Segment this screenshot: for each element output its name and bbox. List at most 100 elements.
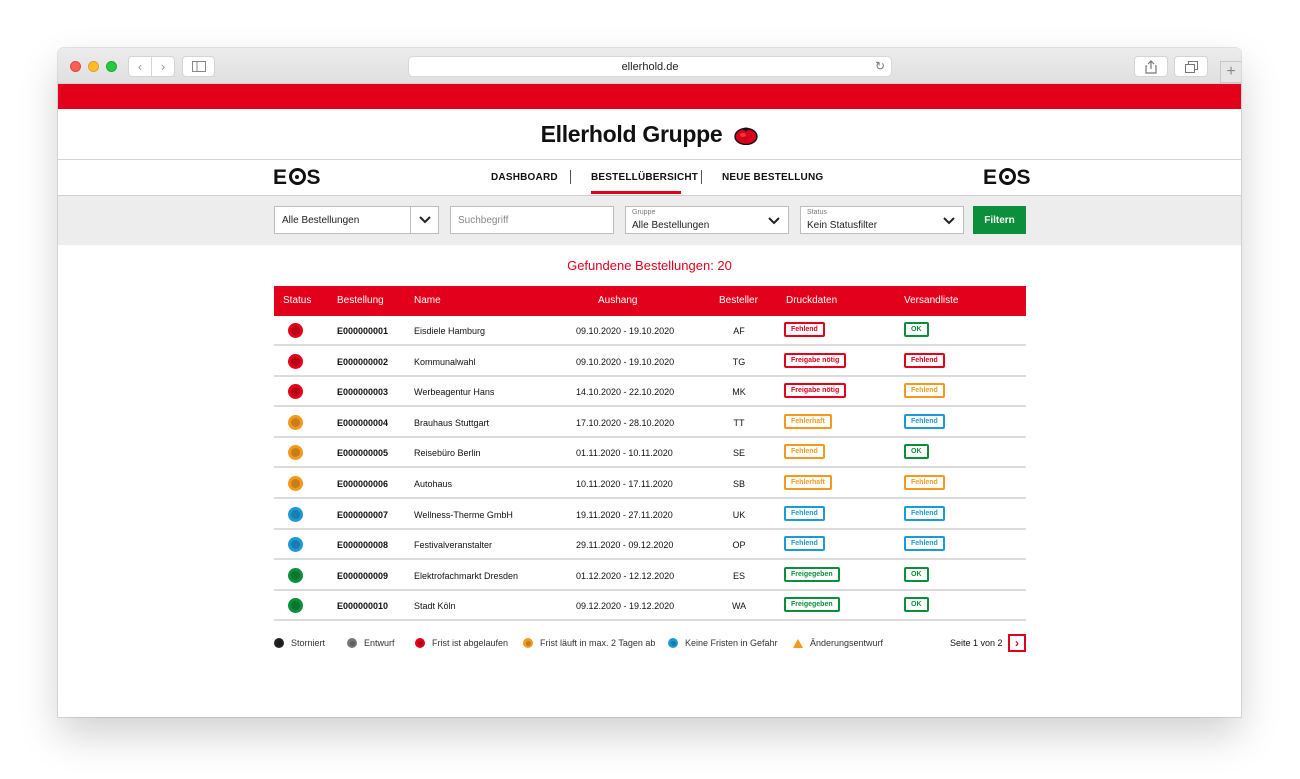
druckdaten-badge[interactable]: Fehlend <box>784 444 825 460</box>
druckdaten-badge[interactable]: Fehlerhaft <box>784 475 832 490</box>
table-row[interactable]: E000000010 Stadt Köln 09.12.2020 - 19.12.2… <box>274 591 1026 622</box>
legend-item: Keine Fristen in Gefahr <box>668 638 778 648</box>
versandliste-badge[interactable]: Fehlend <box>904 536 945 552</box>
order-number[interactable]: E000000010 <box>337 601 389 612</box>
close-window-button[interactable] <box>70 61 81 72</box>
top-accent-bar <box>58 84 1241 109</box>
forward-button[interactable]: › <box>151 56 175 77</box>
versandliste-badge[interactable]: OK <box>904 444 929 460</box>
order-besteller: MK <box>732 387 746 398</box>
brand-header: Ellerhold Gruppe <box>58 109 1241 160</box>
status-dot-icon <box>415 638 425 648</box>
table-row[interactable]: E000000008 Festivalveranstalter 29.11.2020… <box>274 530 1026 561</box>
druckdaten-badge[interactable]: Fehlend <box>784 505 825 521</box>
group-select[interactable]: Gruppe Alle Bestellungen <box>625 206 789 234</box>
column-header-besteller[interactable]: Besteller <box>719 295 758 306</box>
status-indicator-icon <box>288 506 303 522</box>
nav-divider <box>570 170 571 184</box>
next-page-button[interactable]: › <box>1008 634 1026 652</box>
table-row[interactable]: E000000003 Werbeagentur Hans 14.10.2020 - … <box>274 377 1026 408</box>
order-besteller: SB <box>732 479 745 489</box>
filter-button[interactable]: Filtern <box>973 206 1026 234</box>
table-row[interactable]: E000000005 Reisebüro Berlin 01.11.2020 - 1… <box>274 438 1026 469</box>
tabs-overview-button[interactable] <box>1174 56 1208 77</box>
table-row[interactable]: E000000007 Wellness-Therme GmbH 19.11.2020… <box>274 500 1026 530</box>
chevron-down-icon <box>943 217 955 225</box>
share-button[interactable] <box>1134 56 1168 77</box>
druckdaten-badge[interactable]: Freigegeben <box>784 566 840 582</box>
search-input[interactable]: Suchbegriff <box>450 206 614 234</box>
zoom-window-button[interactable] <box>106 61 117 72</box>
versandliste-badge[interactable]: Fehlend <box>904 475 945 490</box>
column-header-versandliste[interactable]: Versandliste <box>904 295 959 306</box>
order-besteller: ES <box>732 570 745 581</box>
versandliste-badge[interactable]: OK <box>904 597 929 613</box>
order-aushang: 09.12.2020 - 19.12.2020 <box>576 601 675 612</box>
order-number[interactable]: E000000009 <box>337 570 389 581</box>
status-select[interactable]: Status Kein Statusfilter <box>800 206 964 234</box>
order-number[interactable]: E000000003 <box>337 387 389 398</box>
druckdaten-badge[interactable]: Freigabe nötig <box>784 383 847 399</box>
versandliste-badge[interactable]: OK <box>904 566 929 582</box>
status-dot-icon <box>523 638 533 648</box>
order-number[interactable]: E000000007 <box>337 509 389 520</box>
nav-neue-bestellung[interactable]: NEUE BESTELLUNG <box>722 172 824 183</box>
legend-label: Entwurf <box>364 638 395 648</box>
chevron-right-icon: › <box>160 59 166 74</box>
order-besteller: AF <box>733 326 745 336</box>
nav-dashboard[interactable]: DASHBOARD <box>491 172 558 183</box>
column-header-druckdaten[interactable]: Druckdaten <box>786 295 838 306</box>
order-name: Werbeagentur Hans <box>414 387 495 398</box>
druckdaten-badge[interactable]: Freigegeben <box>784 597 840 613</box>
versandliste-badge[interactable]: Fehlend <box>904 413 945 429</box>
table-row[interactable]: E000000004 Brauhaus Stuttgart 17.10.2020 -… <box>274 408 1026 438</box>
status-indicator-icon <box>288 414 303 430</box>
druckdaten-badge[interactable]: Fehlend <box>784 536 825 552</box>
minimize-window-button[interactable] <box>88 61 99 72</box>
column-header-status[interactable]: Status <box>283 295 312 306</box>
order-number[interactable]: E000000004 <box>337 417 389 428</box>
new-tab-button[interactable]: + <box>1220 61 1241 83</box>
order-aushang: 29.11.2020 - 09.12.2020 <box>576 540 674 551</box>
order-aushang: 09.10.2020 - 19.10.2020 <box>576 356 675 367</box>
status-indicator-icon <box>288 567 303 583</box>
reload-icon[interactable]: ↻ <box>874 59 885 73</box>
column-header-bestellung[interactable]: Bestellung <box>337 295 384 306</box>
order-number[interactable]: E000000008 <box>337 540 389 551</box>
table-row[interactable]: E000000009 Elektrofachmarkt Dresden 01.12.… <box>274 561 1026 591</box>
table-row[interactable]: E000000001 Eisdiele Hamburg 09.10.2020 - 1… <box>274 316 1026 346</box>
column-header-name[interactable]: Name <box>414 295 441 306</box>
order-number[interactable]: E000000001 <box>337 326 389 336</box>
order-number[interactable]: E000000006 <box>337 479 389 489</box>
versandliste-badge[interactable]: Fehlend <box>904 352 945 368</box>
druckdaten-badge[interactable]: Freigabe nötig <box>784 352 847 368</box>
nav-bestelluebersicht[interactable]: BESTELLÜBERSICHT <box>591 172 699 183</box>
group-select-value: Alle Bestellungen <box>632 220 710 231</box>
legend-item: Entwurf <box>347 638 395 648</box>
column-header-aushang[interactable]: Aushang <box>598 295 638 306</box>
druckdaten-badge[interactable]: Fehlend <box>784 322 825 337</box>
versandliste-badge[interactable]: Fehlend <box>904 383 945 399</box>
orders-select[interactable]: Alle Bestellungen <box>274 206 439 234</box>
sidebar-toggle-button[interactable] <box>182 56 215 77</box>
brand-title: Ellerhold Gruppe <box>58 121 1241 148</box>
order-number[interactable]: E000000002 <box>337 356 389 367</box>
table-row[interactable]: E000000002 Kommunalwahl 09.10.2020 - 19.10… <box>274 347 1026 377</box>
versandliste-badge[interactable]: OK <box>904 322 929 337</box>
back-button[interactable]: ‹ <box>128 56 152 77</box>
versandliste-badge[interactable]: Fehlend <box>904 505 945 521</box>
order-besteller: OP <box>732 540 746 551</box>
orders-select-toggle[interactable] <box>410 207 438 233</box>
address-bar[interactable]: ellerhold.de ↻ <box>408 56 892 77</box>
order-besteller: TG <box>732 356 746 367</box>
share-icon <box>1145 59 1157 74</box>
order-besteller: SE <box>732 448 745 459</box>
chevron-down-icon <box>418 216 431 224</box>
order-number[interactable]: E000000005 <box>337 448 389 459</box>
order-aushang: 19.11.2020 - 27.11.2020 <box>576 509 673 520</box>
druckdaten-badge[interactable]: Fehlerhaft <box>784 413 832 429</box>
table-row[interactable]: E000000006 Autohaus 10.11.2020 - 17.11.202… <box>274 469 1026 499</box>
